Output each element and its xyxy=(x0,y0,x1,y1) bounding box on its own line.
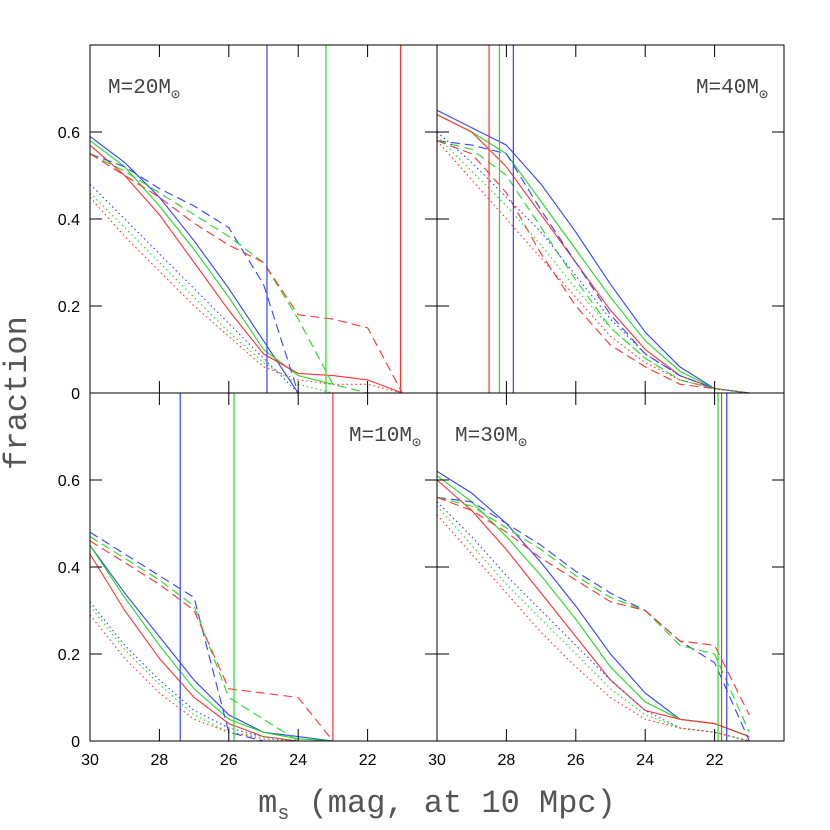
curve xyxy=(89,536,299,742)
curve xyxy=(89,544,333,742)
x-axis-label-sub: s xyxy=(277,803,289,826)
panel-label-sub: ⊙ xyxy=(518,435,527,452)
curve xyxy=(89,614,299,742)
y-tick-label: 0.2 xyxy=(58,299,80,316)
curve xyxy=(436,470,750,738)
curve xyxy=(436,496,750,733)
y-tick-label: 0.4 xyxy=(58,212,80,229)
y-tick-label: 0.2 xyxy=(58,647,80,664)
curve xyxy=(89,144,403,394)
curve xyxy=(436,140,750,394)
x-axis-label-main: m xyxy=(258,785,277,822)
y-tick-label: 0.4 xyxy=(58,560,80,577)
curve xyxy=(89,196,403,394)
panel-label-sub: ⊙ xyxy=(412,435,421,452)
y-tick-label: 0 xyxy=(71,734,80,751)
curve xyxy=(89,605,299,742)
curve xyxy=(436,140,750,394)
x-tick-label: 28 xyxy=(151,752,169,769)
curve xyxy=(436,496,750,716)
panel-label: M=20M⊙ xyxy=(108,77,180,104)
curve xyxy=(89,601,299,742)
curve xyxy=(436,109,750,394)
panel-label-main: M=20M xyxy=(108,77,171,100)
curve xyxy=(436,114,750,394)
x-tick-label: 28 xyxy=(498,752,516,769)
y-tick-label: 0.6 xyxy=(58,473,80,490)
y-tick-label: 0 xyxy=(71,386,80,403)
curve xyxy=(436,501,750,742)
curve xyxy=(89,135,299,394)
panel: 30 28 26 24 22 M=30M⊙ xyxy=(428,392,785,769)
panel-label-sub: ⊙ xyxy=(171,87,180,104)
curve xyxy=(436,140,750,394)
x-tick-label: 30 xyxy=(428,752,446,769)
x-tick-label: 26 xyxy=(220,752,238,769)
curve xyxy=(89,153,299,394)
curve xyxy=(89,540,334,742)
curve xyxy=(89,531,264,742)
panel-label: M=40M⊙ xyxy=(696,77,768,104)
curve xyxy=(436,496,750,742)
curve xyxy=(436,505,750,742)
curve xyxy=(436,475,750,738)
curve xyxy=(436,140,750,394)
x-tick-label: 24 xyxy=(636,752,654,769)
panel-label: M=10M⊙ xyxy=(349,425,421,452)
curve xyxy=(89,153,368,394)
x-tick-label: 22 xyxy=(359,752,377,769)
panel: 0 0.2 0.4 0.6 M=20M⊙ xyxy=(58,44,438,403)
curve xyxy=(436,114,750,394)
curve xyxy=(89,192,334,394)
x-tick-label: 30 xyxy=(81,752,99,769)
panel: 0 0.2 0.4 0.6 30 28 26 24 22 M=10M⊙ xyxy=(58,392,438,769)
curve xyxy=(89,140,334,385)
y-tick-label: 0.6 xyxy=(58,125,80,142)
y-axis-label: fraction xyxy=(0,316,36,470)
panel-label-sub: ⊙ xyxy=(759,87,768,104)
x-tick-label: 22 xyxy=(706,752,724,769)
curve xyxy=(436,131,750,394)
curve xyxy=(436,514,750,742)
curve xyxy=(89,153,403,394)
panel-label-main: M=40M xyxy=(696,77,759,100)
panel-label-main: M=10M xyxy=(349,425,412,448)
x-axis-label-rest: (mag, at 10 Mpc) xyxy=(289,785,615,822)
panel-label: M=30M⊙ xyxy=(455,425,527,452)
curve xyxy=(89,553,299,742)
panel: M=40M⊙ xyxy=(436,44,785,394)
x-axis-label: ms (mag, at 10 Mpc) xyxy=(258,785,616,826)
x-tick-label: 24 xyxy=(289,752,307,769)
x-tick-label: 26 xyxy=(567,752,585,769)
curve xyxy=(89,544,333,742)
curve xyxy=(436,479,750,738)
panel-label-main: M=30M xyxy=(455,425,518,448)
